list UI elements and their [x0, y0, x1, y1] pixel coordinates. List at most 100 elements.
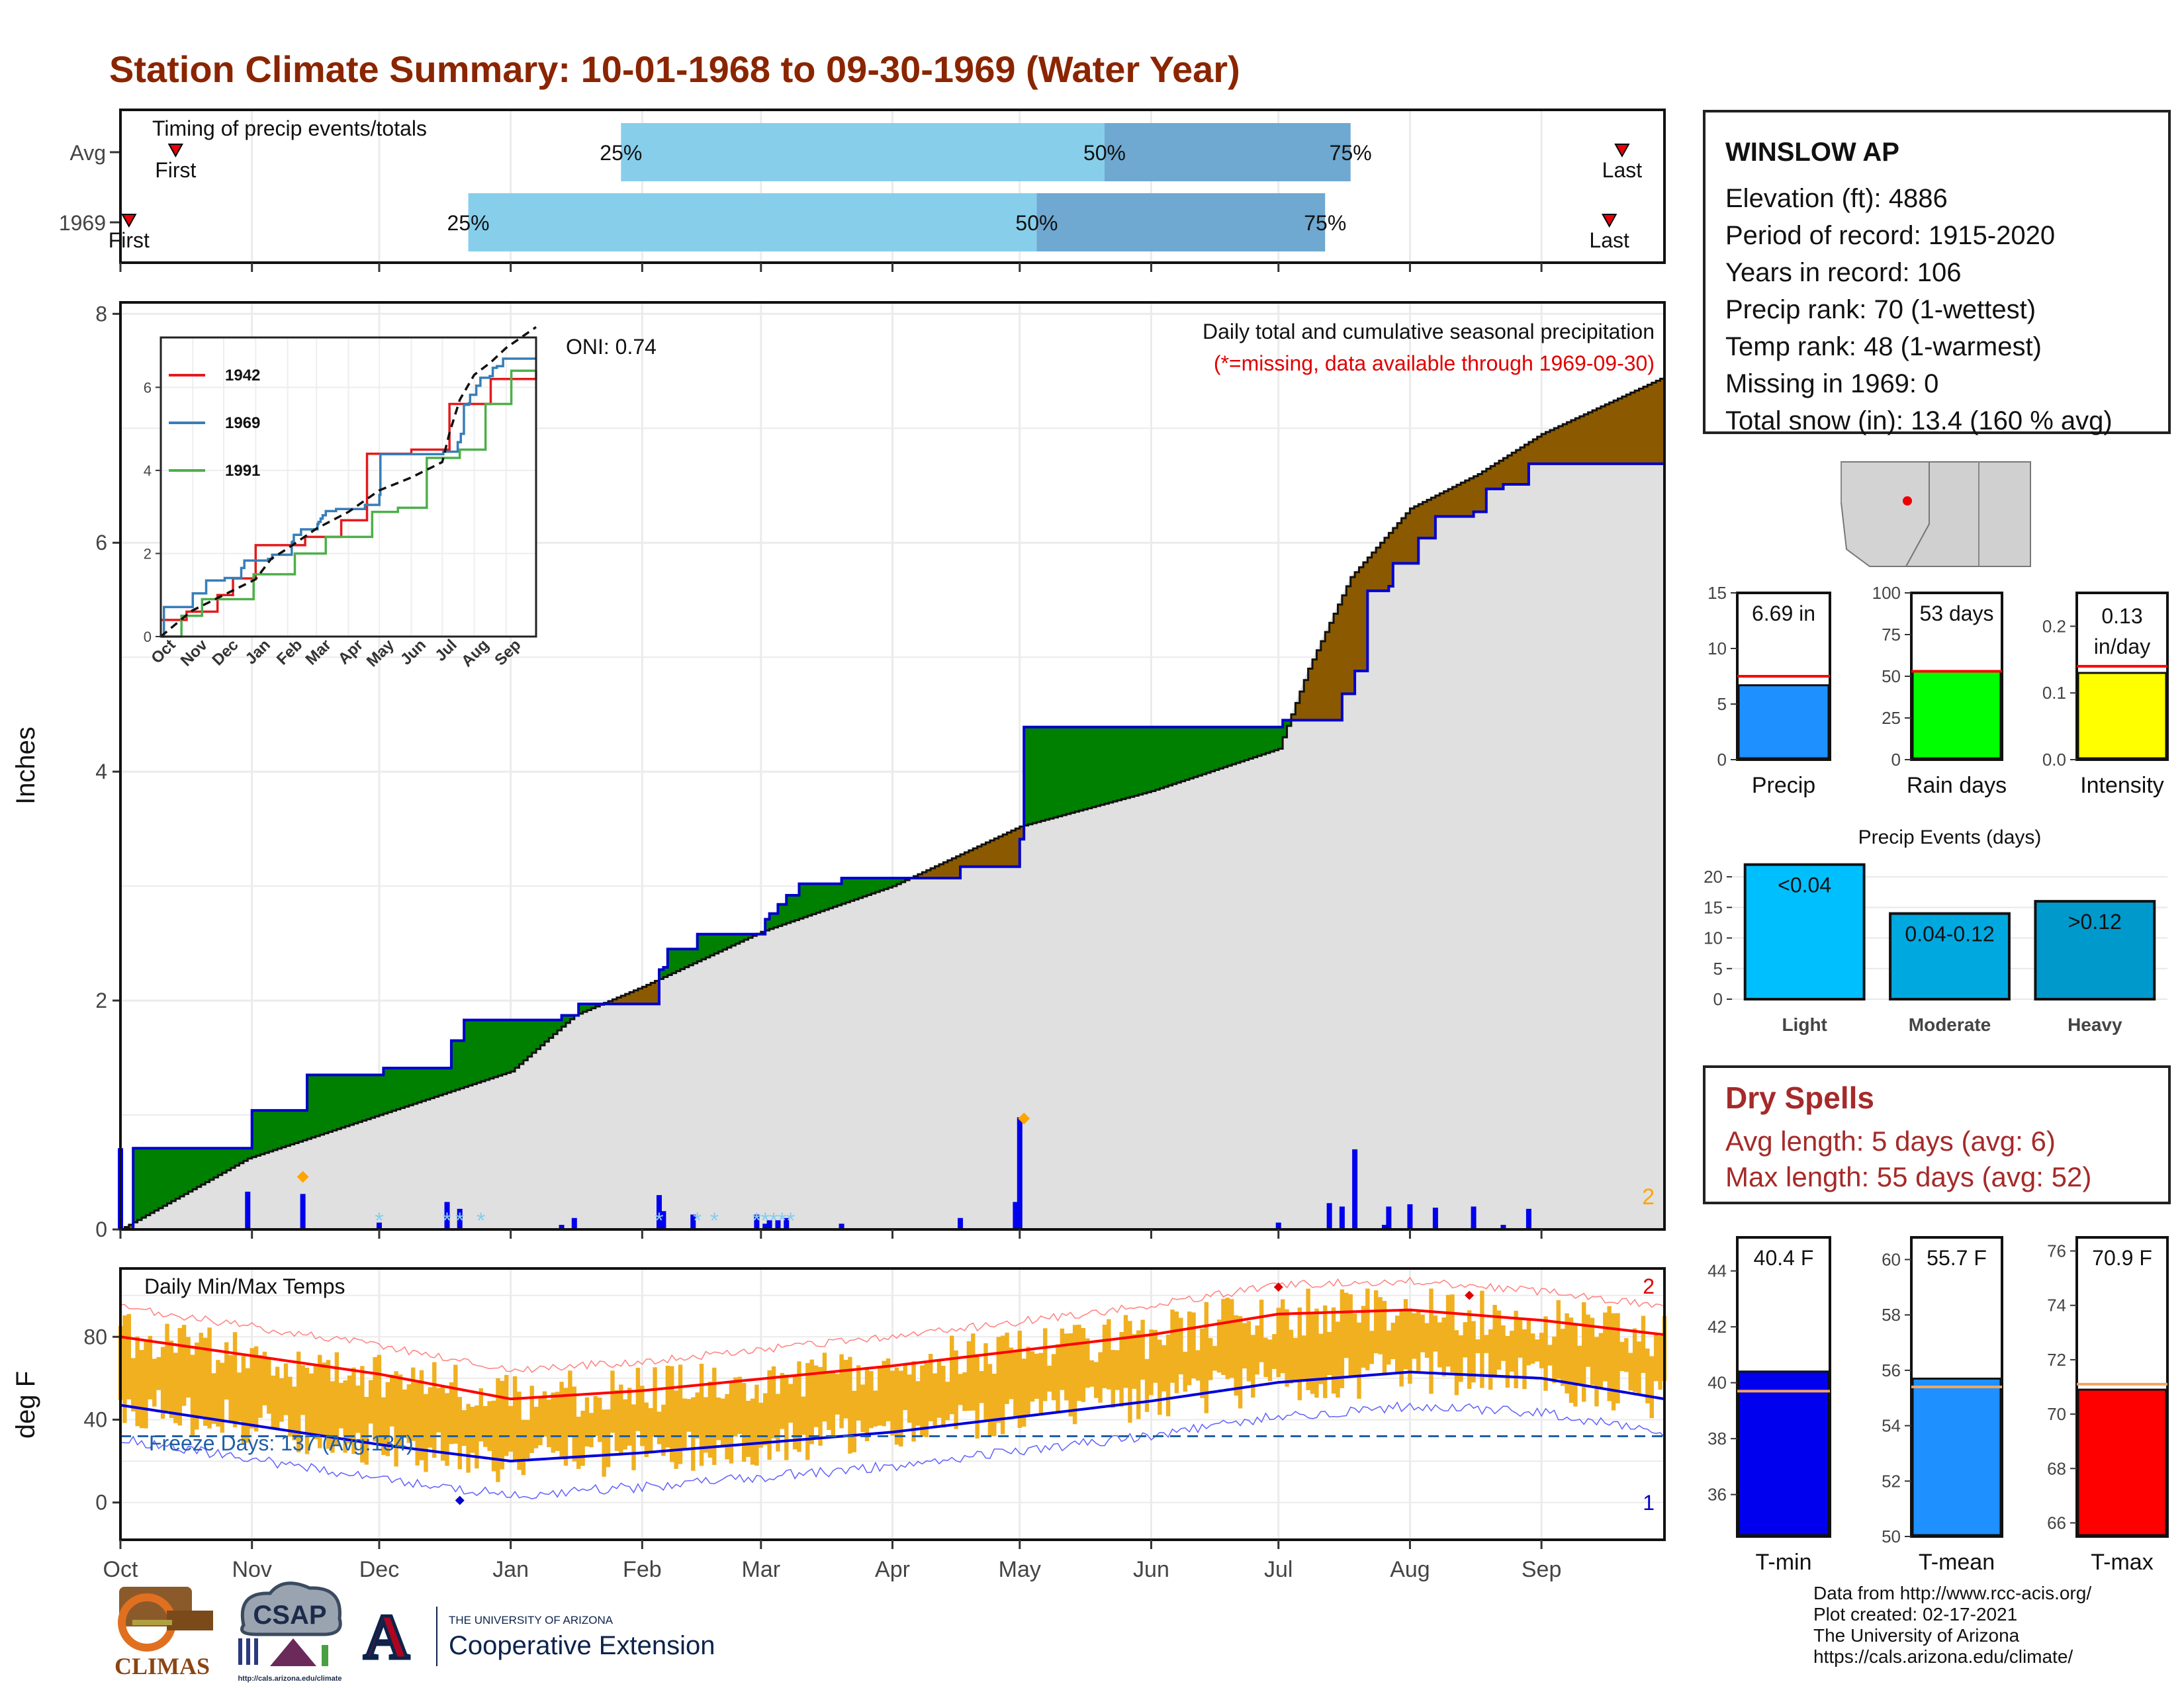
tmin-mini-chart-y-tick-label: 44 [1707, 1261, 1727, 1281]
timing-panel: 25% 50% 75% First Last Avg 25% 50% 75% First Last 1… [0, 109, 1666, 272]
month-axis: Oct Nov Dec Jan Feb Mar Apr May Jun Jul Aug Sep [103, 1540, 1562, 1582]
month-tick-label: May [999, 1557, 1041, 1582]
precip-mini-chart-frame [1736, 592, 1831, 761]
daily-precip-bar [1471, 1206, 1477, 1229]
tmax-mini-chart: 70.9 F 66 68 70 72 74 76 T-max [2047, 1236, 2169, 1575]
csap-logo-text: CSAP [253, 1601, 326, 1630]
ua-logo-letter: A [363, 1601, 409, 1672]
precip-frame [119, 301, 1666, 1231]
temp-y-axis-label: deg F [11, 1371, 40, 1439]
precip-events-title: Precip Events (days) [1858, 826, 2042, 848]
station-name: WINSLOW AP [1725, 138, 1899, 167]
daily-precip-bar [766, 1220, 772, 1229]
daily-precip-bar [300, 1194, 306, 1229]
inset-month-label: Feb [273, 636, 306, 668]
station-info-box: WINSLOW AP Elevation (ft): 4886 Period o… [1703, 110, 2171, 435]
credit-university: The University of Arizona [1813, 1625, 2020, 1646]
daily-precip-bar [784, 1218, 790, 1229]
temp-y-tick-label: 40 [83, 1407, 107, 1431]
month-tick-label: Dec [359, 1557, 399, 1582]
ua-logo: A THE UNIVERSITY OF ARIZONA Cooperative … [357, 1600, 754, 1674]
intensity-mini-chart-x-label: Intensity [2080, 773, 2164, 798]
timing-frame [119, 109, 1666, 264]
snow-day-marker: * [693, 1208, 702, 1233]
timing-label-25: 25% [447, 211, 490, 235]
precip-events-category: Moderate [1909, 1014, 1991, 1035]
timing-label-50: 50% [1015, 211, 1058, 235]
first-event-marker [121, 214, 137, 228]
average-cumulative-line [120, 377, 1666, 1231]
csap-logo-icon: CSAP http://cals.arizona.edu/climate [238, 1581, 342, 1683]
daily-precip-bar [1326, 1203, 1332, 1229]
dry-spells-title: Dry Spells [1725, 1081, 1874, 1115]
snow-day-marker: * [655, 1208, 663, 1233]
station-precip-rank: Precip rank: 70 (1-wettest) [1725, 295, 2036, 324]
tmean-mini-chart: 55.7 F 50 52 54 56 58 60 T-mean [1882, 1236, 2003, 1575]
last-event-marker [1601, 214, 1617, 228]
daily-precip-bar [1471, 1225, 1477, 1229]
tmin-mini-chart-y-tick-label: 36 [1707, 1485, 1727, 1505]
month-tick-label: Apr [875, 1557, 910, 1582]
daily-precip-bar [444, 1202, 450, 1229]
daily-precip-bar [559, 1225, 565, 1229]
timing-row-label: 1969 [59, 211, 106, 235]
inset-month-label: Nov [177, 636, 212, 670]
intensity-mini-chart-unit-label: in/day [2094, 635, 2150, 658]
snow-day-marker: * [375, 1208, 383, 1233]
climas-logo-text: CLIMAS [114, 1653, 210, 1679]
inset-y-tick-label: 2 [144, 545, 152, 562]
snow-day-marker: * [710, 1208, 719, 1233]
state-map [1840, 460, 2032, 569]
inset-y-tick-label: 4 [144, 463, 152, 479]
precip-y-axis-label: Inches [11, 727, 40, 805]
tmax-mini-chart-y-tick-label: 66 [2047, 1513, 2066, 1533]
tmax-mini-chart-y-tick-label: 72 [2047, 1350, 2066, 1370]
precip-mini-chart-y-tick-label: 15 [1707, 583, 1727, 603]
intensity-mini-chart: 0.13 in/day 0.0 0.1 0.2 Intensity [2042, 592, 2169, 798]
timing-label-50: 50% [1083, 141, 1126, 165]
tmean-mini-chart-y-tick-label: 54 [1882, 1416, 1901, 1436]
tmax-mini-chart-value-bar [2077, 1388, 2167, 1536]
daily-precip-bar [1013, 1202, 1019, 1229]
timing-left-margin [0, 110, 119, 263]
ua-logo-icon: A THE UNIVERSITY OF ARIZONA Cooperative … [360, 1600, 715, 1674]
timing-bar-25-50 [621, 123, 1105, 181]
month-tick-label: Aug [1390, 1557, 1430, 1582]
intensity-mini-chart-y-tick-label: 0.1 [2042, 683, 2066, 703]
daily-precip-bar [571, 1218, 577, 1229]
precip-events-chart: <0.04 Light 0.04-0.12 Moderate >0.12 Heavy 0 5 1… [1704, 826, 2167, 1035]
station-location-marker [1903, 496, 1912, 506]
raindays-mini-chart-value-label: 53 days [1919, 601, 1993, 625]
precip-events-bar-label: >0.12 [2068, 910, 2122, 934]
precip-y-tick-label: 8 [95, 302, 107, 326]
snow-day-marker: * [477, 1208, 485, 1233]
month-tick-label: Oct [103, 1557, 138, 1582]
raindays-mini-chart-y-tick-label: 25 [1882, 708, 1901, 728]
ua-logo-small-text: THE UNIVERSITY OF ARIZONA [449, 1614, 614, 1626]
daily-precip-bar [118, 1148, 123, 1229]
timing-label-25: 25% [600, 141, 642, 165]
tmax-mini-chart-y-tick-label: 76 [2047, 1241, 2066, 1261]
daily-precip-bar [1339, 1206, 1345, 1229]
precip-background [120, 302, 1664, 1229]
month-tick-label: Feb [623, 1557, 662, 1582]
intensity-mini-chart-y-tick-label: 0.0 [2042, 750, 2066, 770]
snow-day-marker: * [752, 1208, 761, 1233]
raindays-mini-chart-y-tick-label: 75 [1882, 625, 1901, 644]
daily-precip-bar [1500, 1225, 1506, 1229]
month-tick-label: Sep [1522, 1557, 1562, 1582]
precip-events-y-tick-label: 15 [1704, 897, 1723, 917]
inset-month-label: Aug [458, 636, 492, 670]
below-normal-area [124, 378, 1664, 1230]
raindays-mini-chart-x-label: Rain days [1907, 773, 2007, 798]
precip-y-tick-label: 4 [95, 760, 107, 783]
first-event-label: First [109, 228, 150, 252]
ua-logo-big-text: Cooperative Extension [449, 1631, 715, 1660]
station-missing: Missing in 1969: 0 [1725, 369, 1939, 398]
precip-events-y-tick-label: 10 [1704, 928, 1723, 948]
observed-cumulative-line [120, 462, 1664, 1231]
tmin-mini-chart-value-bar [1737, 1370, 1830, 1536]
tmin-mini-chart-y-tick-label: 40 [1707, 1373, 1727, 1393]
precip-annotation-title: Daily total and cumulative seasonal prec… [1203, 320, 1655, 343]
inset-month-label: Sep [491, 636, 524, 669]
